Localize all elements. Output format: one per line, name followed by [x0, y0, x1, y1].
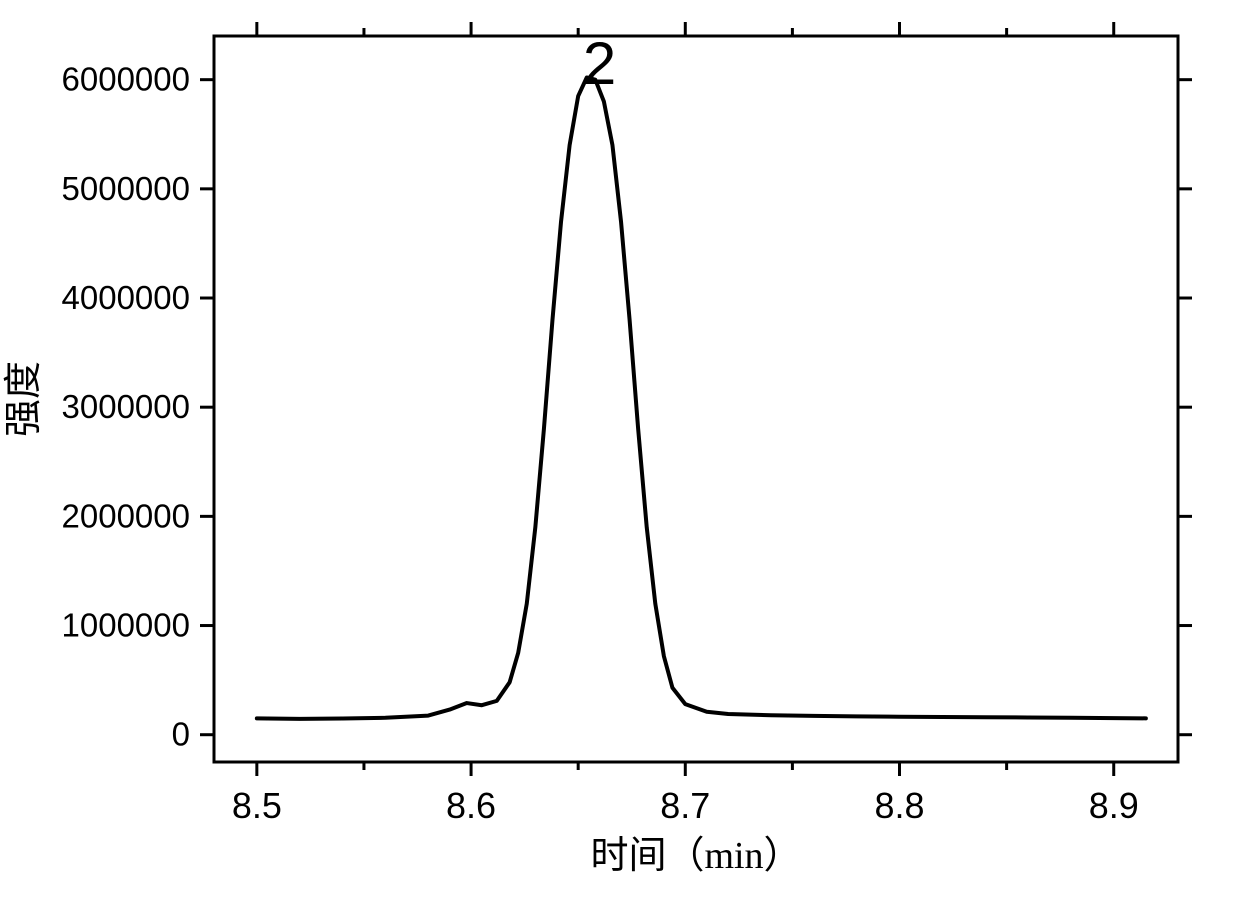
y-tick-label: 0: [172, 716, 190, 753]
y-tick-label: 2000000: [62, 497, 190, 534]
y-tick-label: 5000000: [62, 170, 190, 207]
peak-annotation: 2: [583, 30, 616, 97]
chart-svg: 8.5 8.6 8.7 8.8 8.9 0 1000000 2000000 3000000 400…: [0, 0, 1240, 900]
chromatogram-peak-trace: [257, 77, 1146, 718]
x-tick-label: 8.5: [232, 785, 282, 826]
x-tick-label: 8.6: [446, 785, 496, 826]
plot-frame: [214, 36, 1178, 762]
y-axis-label: 强度: [3, 361, 45, 437]
y-tick-label: 6000000: [62, 61, 190, 98]
x-tick-label: 8.9: [1089, 785, 1139, 826]
y-tick-label: 1000000: [62, 607, 190, 644]
y-tick-label: 4000000: [62, 279, 190, 316]
x-axis-label: 时间（min）: [590, 835, 801, 877]
y-tick-label: 3000000: [62, 388, 190, 425]
chromatogram-chart: 8.5 8.6 8.7 8.8 8.9 0 1000000 2000000 3000000 400…: [0, 0, 1240, 900]
x-tick-label: 8.7: [660, 785, 710, 826]
x-tick-label: 8.8: [874, 785, 924, 826]
